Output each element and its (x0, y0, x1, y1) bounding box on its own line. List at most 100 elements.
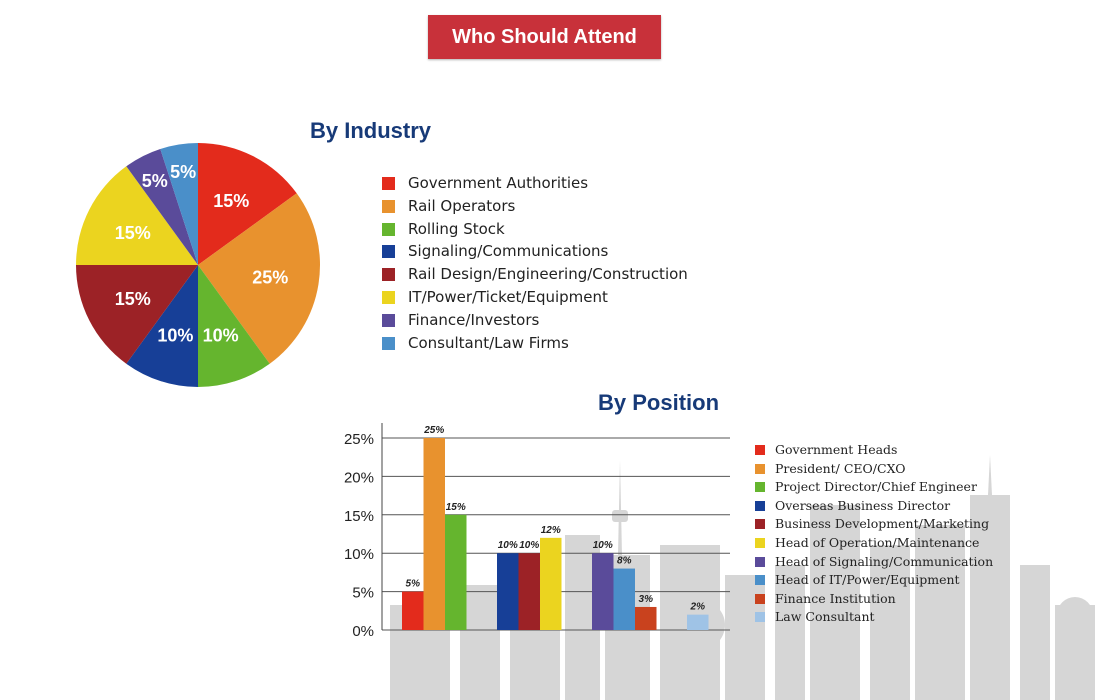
y-tick-label: 20% (344, 469, 374, 486)
legend-swatch (382, 290, 395, 304)
position-legend: Government Heads President/ CEO/CXO Projec… (755, 441, 993, 627)
who-should-attend-banner: Who Should Attend (428, 15, 661, 59)
legend-item: Head of IT/Power/Equipment (755, 571, 993, 590)
pie-slice-label: 10% (157, 326, 193, 346)
bar (592, 553, 614, 630)
pie-slice-label: 15% (213, 191, 249, 211)
legend-item: Rail Operators (382, 195, 688, 218)
legend-label: Government Authorities (408, 174, 589, 192)
position-bar-chart: 0%5%10%15%20%25%5%25%15%10% 10%12%10%8%3%… (344, 423, 730, 640)
legend-swatch (382, 336, 395, 350)
y-tick-label: 10% (344, 546, 374, 563)
bar-value-label: 10% (593, 540, 613, 551)
position-chart-title: By Position (598, 390, 720, 415)
pie-slice (76, 166, 198, 265)
legend-swatch (755, 556, 765, 567)
pie-slice (126, 148, 198, 265)
pie-slice-label: 10% (203, 326, 239, 346)
pie-slice (126, 265, 198, 387)
legend-label: Consultant/Law Firms (408, 333, 569, 352)
legend-label: Rail Operators (408, 196, 516, 215)
legend-item: Overseas Business Director (755, 497, 993, 516)
industry-pie-chart: 15% 25% 10% 10% 15% 15% 5% 5% (76, 143, 320, 387)
legend-label: Finance/Investors (408, 310, 540, 329)
legend-item: IT/Power/Ticket/Equipment (382, 286, 688, 309)
bar-value-label: 25% (423, 425, 444, 436)
legend-label: Rolling Stock (408, 219, 505, 238)
legend-swatch (382, 199, 395, 213)
bar (635, 606, 657, 630)
legend-swatch (755, 593, 765, 604)
bar (423, 438, 445, 630)
legend-swatch (382, 245, 395, 259)
legend-swatch (755, 500, 765, 511)
legend-swatch (755, 482, 765, 493)
legend-swatch (755, 612, 765, 623)
legend-label: Law Consultant (775, 609, 875, 625)
industry-legend: Government Authorities Rail Operators Roll… (382, 172, 688, 354)
legend-swatch (755, 463, 765, 474)
legend-item: Head of Operation/Maintenance (755, 534, 993, 553)
legend-item: Government Heads (755, 441, 993, 460)
pie-slice (76, 265, 198, 364)
legend-item: Law Consultant (755, 608, 993, 627)
legend-label: Overseas Business Director (775, 497, 951, 513)
legend-label: Head of Signaling/Communication (775, 553, 994, 569)
pie-slice-label: 25% (252, 267, 288, 287)
legend-item: Rolling Stock (382, 218, 688, 241)
bar-value-label: 5% (406, 579, 421, 590)
legend-label: Government Heads (775, 442, 898, 457)
industry-chart-title: By Industry (310, 118, 432, 143)
legend-swatch (382, 268, 395, 282)
legend-label: Head of IT/Power/Equipment (775, 572, 960, 588)
pie-slice-label: 15% (115, 289, 151, 309)
legend-item: Finance/Investors (382, 309, 688, 332)
legend-swatch (382, 177, 395, 190)
legend-item: Head of Signaling/Communication (755, 553, 993, 572)
bar (497, 553, 519, 630)
y-tick-label: 0% (352, 623, 374, 640)
bar (518, 553, 540, 630)
pie-slice-label: 15% (115, 223, 151, 243)
pie-slice-label: 5% (170, 162, 196, 182)
legend-swatch (755, 537, 765, 548)
legend-item: Rail Design/Engineering/Construction (382, 263, 688, 286)
bar (402, 591, 424, 630)
bar-value-label: 8% (617, 556, 632, 567)
pie-slice (198, 143, 297, 265)
pie-slice (160, 143, 198, 265)
legend-label: Project Director/Chief Engineer (775, 479, 977, 495)
legend-item: Finance Institution (755, 590, 993, 609)
y-tick-label: 15% (344, 508, 374, 525)
legend-label: Business Development/Marketing (775, 516, 990, 532)
legend-label: President/ CEO/CXO (775, 460, 906, 476)
legend-item: Project Director/Chief Engineer (755, 478, 993, 497)
pie-slice (198, 193, 320, 364)
bar-value-label: 2% (690, 602, 706, 613)
legend-swatch (755, 575, 765, 586)
legend-label: Finance Institution (775, 590, 896, 606)
bar-value-label: 12% (541, 525, 561, 536)
y-tick-label: 25% (344, 431, 374, 448)
bar (687, 614, 709, 630)
legend-label: Head of Operation/Maintenance (775, 534, 980, 550)
bar (445, 514, 467, 630)
bar (613, 568, 635, 630)
legend-item: Consultant/Law Firms (382, 332, 688, 355)
bar (540, 537, 562, 630)
pie-slice-label: 5% (142, 171, 168, 191)
banner-title: Who Should Attend (452, 25, 637, 48)
bar-value-label: 10% (498, 540, 518, 551)
legend-item: President/ CEO/CXO (755, 460, 993, 479)
bar-value-label: 10% (519, 540, 539, 551)
legend-item: Business Development/Marketing (755, 515, 993, 534)
legend-label: IT/Power/Ticket/Equipment (408, 287, 608, 306)
legend-swatch (382, 313, 395, 327)
legend-label: Signaling/Communications (408, 242, 609, 261)
legend-item: Signaling/Communications (382, 240, 688, 263)
legend-swatch (755, 445, 765, 455)
bar-value-label: 3% (639, 594, 654, 605)
legend-swatch (382, 222, 395, 236)
legend-swatch (755, 519, 765, 530)
legend-item: Government Authorities (382, 172, 688, 195)
